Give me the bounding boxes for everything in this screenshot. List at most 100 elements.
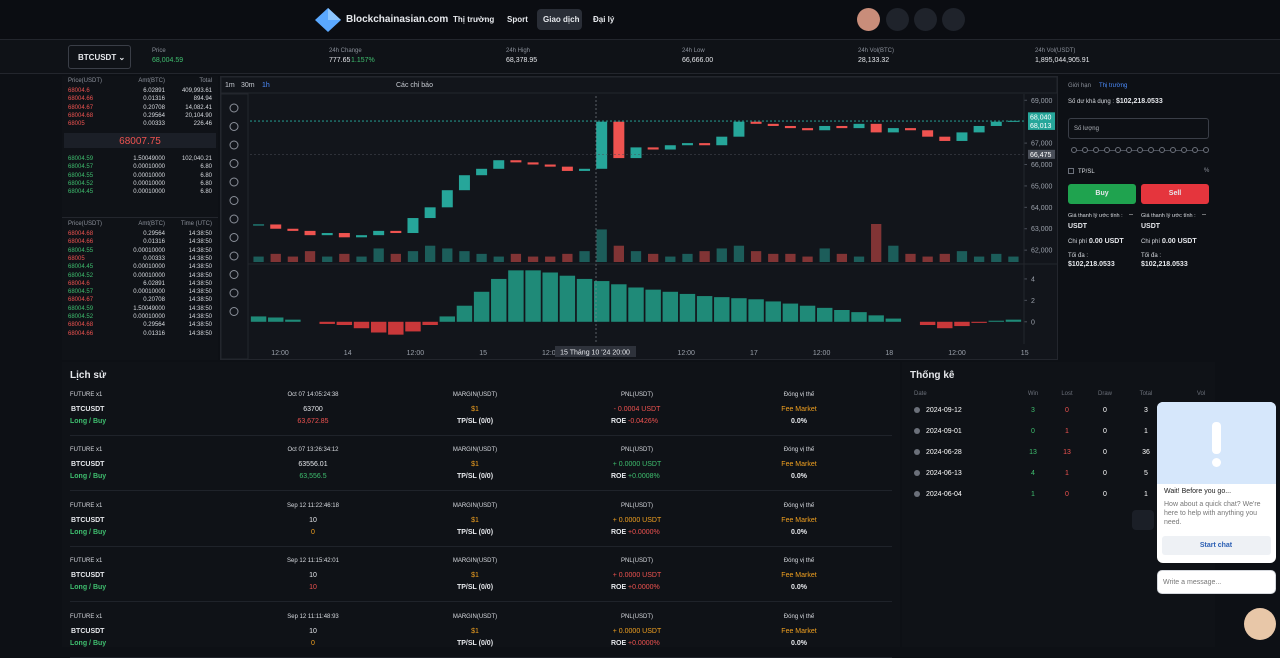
volume-bar <box>510 253 522 262</box>
fee: Fee Market <box>781 516 817 524</box>
book-cell: 0.20708 <box>143 104 165 111</box>
macd-bar <box>439 316 456 322</box>
roe: +0.0000% <box>628 528 660 536</box>
volume-bar <box>888 245 899 262</box>
stat-value: 68,378.95 <box>506 57 538 64</box>
tab[interactable]: Giới hạn <box>1068 83 1091 89</box>
buy-button[interactable]: Buy <box>1068 184 1136 204</box>
max-label: Tối đa : <box>1141 253 1162 259</box>
candle <box>1007 120 1019 122</box>
nav-item[interactable]: Đại lý <box>593 15 615 24</box>
y-tick-label: 65,000 <box>1031 183 1053 190</box>
macd-bar <box>645 289 661 322</box>
macd-bar <box>919 321 936 325</box>
tool-icon <box>229 270 239 279</box>
pnl-label: PNL(USDT) <box>620 392 654 398</box>
book-cell: 6.80 <box>200 172 212 179</box>
chat-avatar[interactable] <box>1244 608 1276 640</box>
row-divider <box>70 545 892 547</box>
candle <box>287 228 299 231</box>
tpsl: TP/SL (0/0) <box>456 418 494 425</box>
liq: -- <box>1129 212 1133 218</box>
candle <box>870 123 882 133</box>
slider-dot <box>1170 147 1176 153</box>
mid-price: 68007.75 <box>119 136 161 147</box>
volume-bar <box>956 251 968 262</box>
volume-bar <box>819 248 830 262</box>
stats-cell: 0 <box>1031 428 1035 435</box>
nav-item[interactable]: Sport <box>507 15 528 24</box>
close-label: Đóng vị thế <box>783 447 815 454</box>
candle <box>338 233 350 238</box>
stats-header: Date <box>914 391 927 397</box>
macd-bar <box>250 316 267 322</box>
stat-label: 24h Vol(USDT) <box>1035 48 1076 54</box>
type: FUTURE x1 <box>70 447 103 454</box>
close-label: Đóng vị thế <box>783 613 815 620</box>
nav-item[interactable]: Thị trường <box>453 15 495 24</box>
qty-input[interactable]: Số lượng <box>1068 118 1209 139</box>
trade-price: 68004.6 <box>68 280 90 287</box>
indicators-button[interactable]: Các chỉ báo <box>396 81 433 89</box>
candle <box>922 130 934 137</box>
stats-cell: 0 <box>1103 449 1107 456</box>
stats-cell: 2024-06-04 <box>926 491 962 498</box>
volume-bar <box>871 224 882 262</box>
wallet-icon[interactable] <box>914 8 937 31</box>
price-badge-label: 66,475 <box>1030 152 1052 159</box>
volume-bar <box>716 248 727 262</box>
avatar[interactable] <box>857 8 880 31</box>
volume-bar <box>648 253 659 262</box>
column-header: Amt(BTC) <box>138 78 165 84</box>
x-tick-label: 12:00 <box>813 350 831 357</box>
candle <box>956 132 968 141</box>
entry: 0 <box>311 639 315 647</box>
macd-bar <box>662 291 679 322</box>
candle <box>476 168 488 176</box>
bell-icon[interactable] <box>886 8 909 31</box>
macd-tick-label: 2 <box>1031 298 1035 305</box>
column-header: Time (UTC) <box>180 221 212 227</box>
history-title: Lịch sử <box>70 370 107 381</box>
candle <box>939 136 951 141</box>
row-divider <box>70 601 892 603</box>
book-cell: 0.00010000 <box>133 189 165 196</box>
price-chart: 1m 30m 1h Các chỉ báo 69,000 67,000 66,000 65,0… <box>220 76 1058 360</box>
order-form: Giới hạn Thị trường Số dư khả dụng : $102,2… <box>1062 76 1215 360</box>
trade-amount: 0.20708 <box>143 297 165 304</box>
candle <box>441 190 453 208</box>
stat-extra: 1.157% <box>351 57 375 64</box>
candle <box>767 123 779 126</box>
volume-bar <box>424 245 436 262</box>
book-cell: 68004.55 <box>68 172 94 179</box>
volume-bar <box>836 253 848 262</box>
stats-cell: 13 <box>1029 449 1037 456</box>
stats-cell: 1 <box>1065 428 1069 435</box>
macd-bar <box>370 321 387 333</box>
nav-item[interactable]: Giao dịch <box>543 15 580 24</box>
entry: 63,672.85 <box>297 418 329 425</box>
candle <box>819 125 831 131</box>
chat-input[interactable]: Write a message... <box>1157 570 1276 594</box>
tpsl-label: TP/SL <box>1078 169 1095 175</box>
crosshair-label-bg <box>555 346 636 357</box>
macd-bar <box>696 296 713 322</box>
telegram-icon[interactable] <box>942 8 965 31</box>
type: FUTURE x1 <box>70 613 103 620</box>
trade-amount: 1.50049000 <box>133 305 165 312</box>
entry: 63,556.5 <box>299 473 327 481</box>
start-chat[interactable]: Start chat <box>1162 536 1271 555</box>
symbol-select[interactable]: BTCUSDT ⌄ <box>68 45 131 69</box>
volume-bar <box>287 256 299 262</box>
checkbox[interactable] <box>1068 168 1074 174</box>
pct: 0.0% <box>791 418 807 425</box>
sell-button[interactable]: Sell <box>1141 184 1209 204</box>
pnl: + 0.0000 USDT <box>612 516 662 524</box>
candle <box>390 230 402 234</box>
macd-bar <box>576 278 593 322</box>
pct: 0.0% <box>791 528 807 536</box>
tab[interactable]: Thị trường <box>1099 83 1128 89</box>
max-label: Tối đa : <box>1068 253 1089 259</box>
nav-arrow[interactable] <box>1132 510 1154 530</box>
brand[interactable]: Blockchainasian.com <box>346 14 449 25</box>
